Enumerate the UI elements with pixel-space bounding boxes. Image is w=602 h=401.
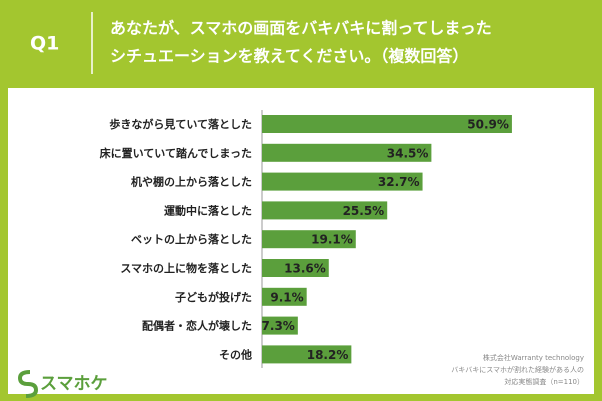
value-label: 25.5%	[343, 204, 385, 218]
bar	[262, 143, 432, 162]
bar	[262, 345, 352, 364]
bar	[262, 172, 423, 191]
category-label: 机や棚の上から落とした	[131, 175, 252, 189]
category-label: 床に置いていて踏んでしまった	[100, 146, 252, 160]
value-label: 9.1%	[270, 290, 303, 304]
logo-icon	[17, 370, 39, 398]
logo-text: スマホケ	[40, 374, 108, 394]
value-label: 50.9%	[467, 118, 509, 132]
value-label: 19.1%	[311, 233, 353, 247]
category-label: ベットの上から落とした	[131, 232, 252, 246]
value-label: 32.7%	[378, 175, 420, 189]
category-label: 歩きながら見ていて落とした	[109, 117, 252, 131]
bar	[262, 115, 512, 133]
source-line: 株式会社Warranty technology	[483, 353, 584, 362]
bar	[262, 287, 307, 306]
question-label: Q1	[30, 33, 59, 55]
title-line: シチュエーションを教えてください。（複数回答）	[110, 47, 468, 66]
category-label: 配偶者・恋人が壊した	[142, 319, 252, 333]
value-label: 13.6%	[284, 262, 326, 276]
source-line: 対応実態調査（n=110）	[504, 377, 584, 386]
value-label: 34.5%	[387, 146, 429, 160]
category-label: その他	[219, 347, 252, 361]
category-label: 運動中に落とした	[164, 203, 252, 217]
logo: スマホケ	[17, 370, 108, 398]
bar	[262, 259, 329, 277]
category-label: 子どもが投げた	[175, 290, 252, 304]
title-line: あなたが、スマホの画面をバキバキに割ってしまった	[110, 19, 492, 38]
bar	[262, 230, 356, 249]
value-label: 18.2%	[307, 348, 349, 362]
bar	[262, 316, 298, 335]
source-line: バキバキにスマホが割れた経験がある人の	[451, 365, 584, 374]
bar	[262, 201, 388, 220]
value-label: 7.3%	[262, 319, 295, 333]
category-label: スマホの上に物を落とした	[120, 261, 252, 275]
